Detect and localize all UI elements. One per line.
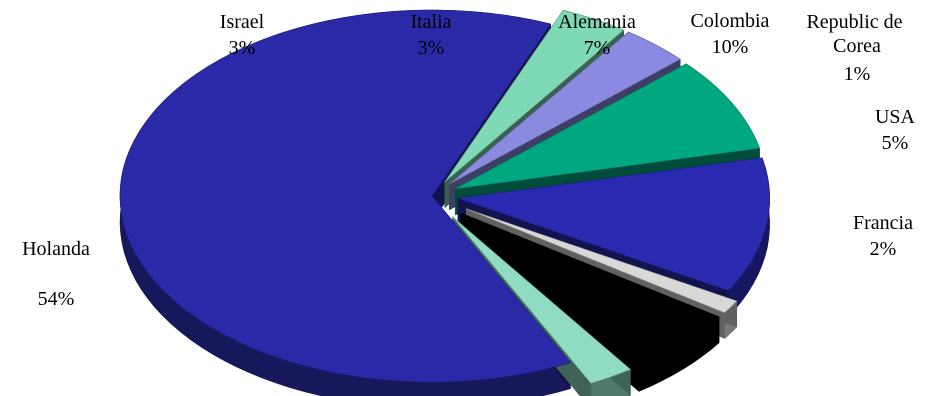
pie-slice-holanda bbox=[119, 9, 572, 383]
pie-slice-colombia bbox=[457, 157, 770, 292]
label-name-colombia: Colombia bbox=[691, 10, 770, 32]
label-value-holanda: 54% bbox=[38, 288, 75, 310]
label-value-alemania: 7% bbox=[584, 37, 611, 59]
label-name-israel: Israel bbox=[220, 11, 265, 33]
pie-slice-francia bbox=[452, 216, 632, 384]
label-value-usa: 5% bbox=[882, 132, 909, 154]
pie-labels: Israel 3% Italia 3% Alemania 7% Colombia… bbox=[22, 10, 915, 310]
label-value-corea: 1% bbox=[844, 63, 871, 85]
pie-slice-usa bbox=[460, 212, 720, 366]
label-name-usa: USA bbox=[875, 106, 916, 128]
pie-slice-republic-de-corea bbox=[465, 208, 738, 314]
label-name-francia: Francia bbox=[853, 212, 913, 234]
label-name-alemania: Alemania bbox=[558, 11, 636, 33]
label-name-corea: Republic de Corea bbox=[806, 11, 907, 57]
label-value-francia: 2% bbox=[870, 238, 897, 260]
pie-slice-israel bbox=[444, 9, 625, 183]
label-value-italia: 3% bbox=[418, 37, 445, 59]
label-value-colombia: 10% bbox=[712, 36, 749, 58]
pie-slices bbox=[119, 9, 770, 396]
label-name-holanda: Holanda bbox=[22, 238, 90, 260]
pie-slice-italia bbox=[449, 31, 681, 185]
label-name-italia: Italia bbox=[410, 11, 451, 33]
pie-slice-alemania bbox=[454, 63, 761, 190]
label-value-israel: 3% bbox=[229, 37, 256, 59]
